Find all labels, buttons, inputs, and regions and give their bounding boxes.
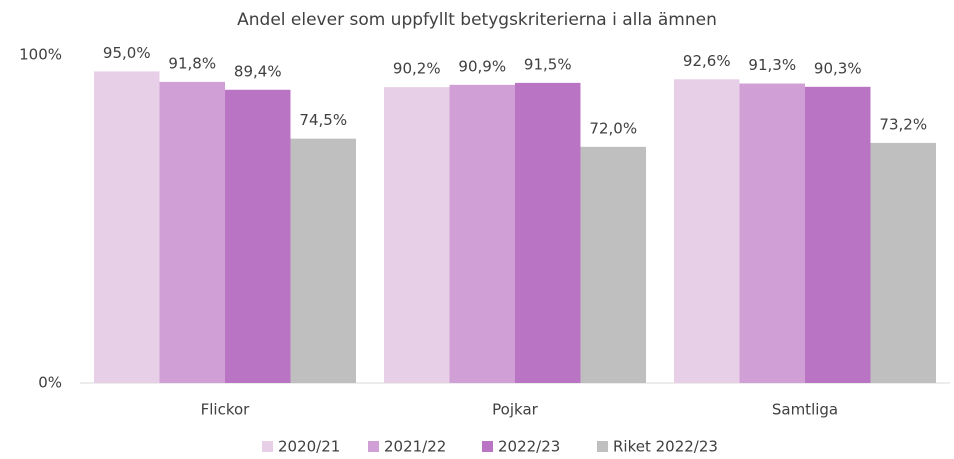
x-tick-label: Flickor [201, 401, 251, 419]
bar [225, 89, 291, 383]
value-label: 91,8% [168, 54, 216, 72]
x-tick-label: Pojkar [492, 401, 538, 419]
chart-title: Andel elever som uppfyllt betygskriterie… [237, 10, 717, 30]
y-tick-label: 0% [38, 374, 62, 392]
value-label: 90,2% [393, 60, 441, 78]
x-tick-label: Samtliga [772, 401, 838, 419]
value-label: 74,5% [299, 111, 347, 129]
legend-label: 2022/23 [498, 438, 560, 456]
bar [739, 83, 805, 383]
bar [384, 87, 450, 384]
bar [515, 82, 581, 383]
legend-swatch [368, 441, 379, 452]
value-label: 92,6% [683, 52, 731, 70]
bar [94, 71, 160, 384]
legend-swatch [482, 441, 493, 452]
value-label: 72,0% [589, 119, 637, 137]
bar [290, 138, 356, 383]
value-label: 73,2% [879, 115, 927, 133]
legend-label: 2020/21 [278, 438, 340, 456]
value-label: 89,4% [234, 62, 282, 80]
bar [674, 79, 740, 383]
value-label: 90,9% [458, 57, 506, 75]
legend-label: 2021/22 [384, 438, 446, 456]
legend-swatch [597, 441, 608, 452]
value-label: 90,3% [814, 59, 862, 77]
legend-label: Riket 2022/23 [613, 438, 718, 456]
bar [580, 146, 646, 383]
y-tick-label: 100% [19, 46, 62, 64]
value-label: 95,0% [103, 44, 151, 62]
bar [449, 84, 515, 384]
value-label: 91,3% [748, 56, 796, 74]
bar [870, 142, 936, 383]
bar [805, 86, 871, 383]
legend-swatch [262, 441, 273, 452]
bar [159, 81, 225, 384]
value-label: 91,5% [524, 55, 572, 73]
